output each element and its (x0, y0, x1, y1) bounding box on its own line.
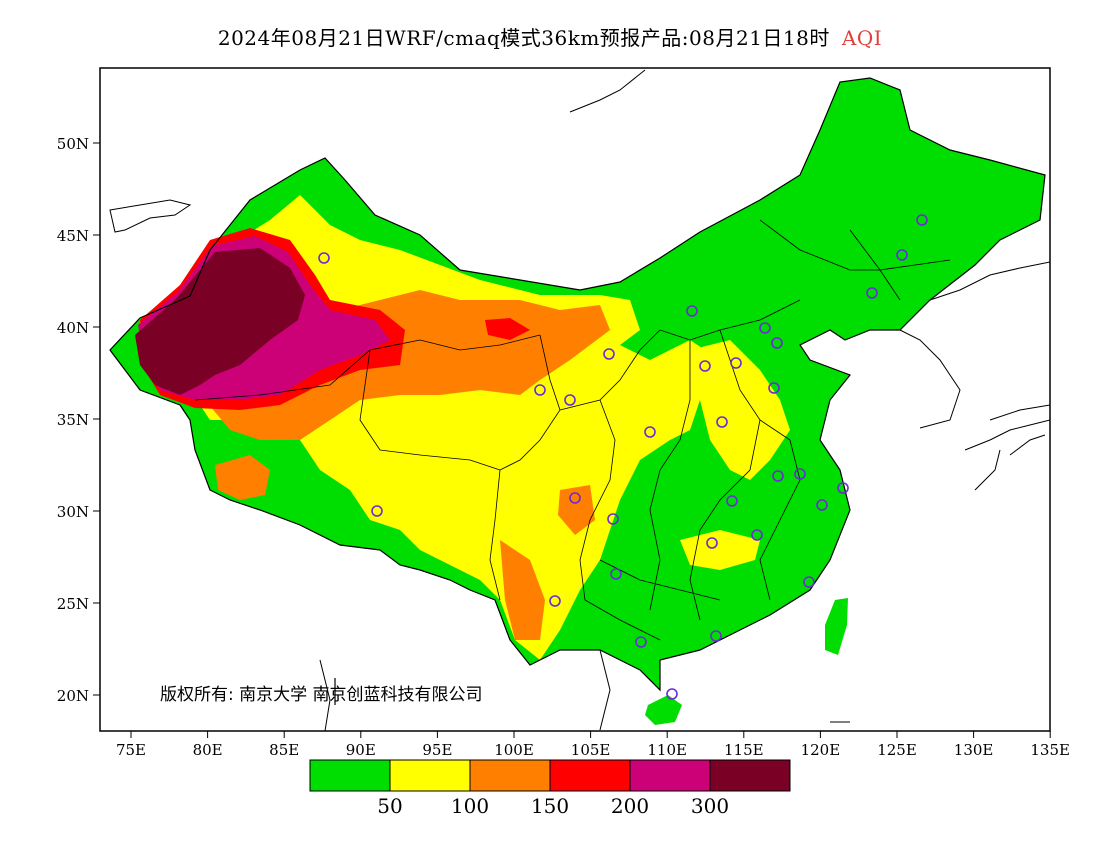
legend-label: 300 (691, 794, 729, 818)
x-axis: 75E 80E 85E 90E 95E 100E 105E 110E 115E 120E 125E 1… (116, 731, 1070, 759)
city-marker (666, 688, 678, 700)
city-marker (569, 492, 581, 504)
aqi-region-hazardous (135, 248, 305, 395)
color-legend: 50 100 150 200 300 (309, 759, 791, 818)
city-marker (635, 636, 647, 648)
aqi-region-usg-sichuan (558, 485, 595, 535)
city-marker (706, 537, 718, 549)
city-marker (726, 495, 738, 507)
x-tick-label: 75E (116, 741, 146, 759)
x-tick-label: 110E (647, 741, 687, 759)
neighbour-coastlines (109, 69, 1050, 731)
city-marker (564, 394, 576, 406)
city-marker (772, 470, 784, 482)
city-marker (771, 337, 783, 349)
y-tick-label: 20N (57, 687, 89, 705)
aqi-region-unhealthy-gansu (485, 318, 530, 340)
city-marker (607, 513, 619, 525)
y-tick-label: 50N (57, 135, 89, 153)
city-marker (534, 384, 546, 396)
legend-swatch (389, 759, 471, 792)
city-marker (603, 348, 615, 360)
y-tick-label: 30N (57, 503, 89, 521)
aqi-region-moderate-east (690, 340, 790, 480)
aqi-region-taiwan (825, 598, 848, 655)
city-marker (318, 252, 330, 264)
legend-swatch (469, 759, 551, 792)
map-plot-area (109, 69, 1050, 731)
legend-swatch (309, 759, 391, 792)
plot-frame (99, 67, 1051, 732)
city-marker (916, 214, 928, 226)
legend-label: 200 (611, 794, 649, 818)
aqi-region-moderate-south (680, 530, 760, 570)
title-variable: AQI (841, 26, 883, 50)
aqi-region-usg-sw (215, 455, 270, 500)
city-marker (866, 287, 878, 299)
china-outline (109, 77, 1046, 692)
x-tick-label: 105E (571, 741, 611, 759)
city-marker (759, 322, 771, 334)
city-marker (803, 576, 815, 588)
legend-label: 100 (451, 794, 489, 818)
city-marker (896, 249, 908, 261)
city-marker (716, 416, 728, 428)
x-tick-label: 85E (269, 741, 299, 759)
city-marker (549, 595, 561, 607)
title-main: 2024年08月21日WRF/cmaq模式36km预报产品:08月21日18时 (217, 26, 830, 50)
y-axis: 50N 45N 40N 35N 30N 25N 20N (57, 135, 100, 705)
map-title: 2024年08月21日WRF/cmaq模式36km预报产品:08月21日18时 A… (0, 22, 1100, 51)
x-tick-label: 80E (193, 741, 223, 759)
copyright-text: 版权所有: 南京大学 南京创蓝科技有限公司 (160, 685, 483, 705)
x-tick-label: 95E (422, 741, 452, 759)
x-tick-label: 125E (877, 741, 917, 759)
city-marker (816, 499, 828, 511)
y-tick-label: 25N (57, 595, 89, 613)
city-marker (751, 529, 763, 541)
y-tick-label: 40N (57, 319, 89, 337)
legend-swatch (549, 759, 631, 792)
x-tick-label: 135E (1030, 741, 1070, 759)
city-marker (794, 468, 806, 480)
city-marker (710, 630, 722, 642)
legend-label: 50 (377, 794, 402, 818)
city-markers (318, 214, 928, 700)
x-tick-label: 90E (346, 741, 376, 759)
city-marker (837, 482, 849, 494)
legend-swatch (629, 759, 711, 792)
legend-swatch (709, 759, 791, 792)
city-marker (730, 357, 742, 369)
x-tick-label: 120E (801, 741, 841, 759)
city-marker (644, 426, 656, 438)
x-tick-label: 130E (954, 741, 994, 759)
city-marker (610, 568, 622, 580)
x-tick-label: 115E (724, 741, 764, 759)
legend-label: 150 (531, 794, 569, 818)
city-marker (686, 305, 698, 317)
city-marker (699, 360, 711, 372)
x-tick-label: 100E (494, 741, 534, 759)
y-tick-label: 35N (57, 411, 89, 429)
city-marker (371, 505, 383, 517)
aqi-region-usg-yunnan (500, 540, 545, 640)
aqi-region-hainan (645, 695, 682, 725)
y-tick-label: 45N (57, 227, 89, 245)
city-marker (768, 382, 780, 394)
province-borders (194, 219, 951, 641)
